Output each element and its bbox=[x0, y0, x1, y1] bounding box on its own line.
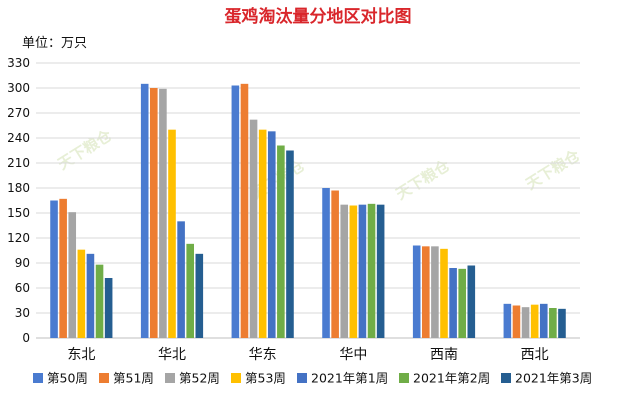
y-tick-label: 30 bbox=[15, 306, 30, 320]
bar bbox=[86, 253, 95, 338]
x-axis: 东北 华北 华东 华中 西南 西北 bbox=[67, 347, 548, 363]
y-tick-label: 180 bbox=[7, 181, 30, 195]
bar bbox=[177, 221, 185, 338]
bar bbox=[195, 253, 204, 338]
chart-title: 蛋鸡淘汰量分地区对比图 bbox=[225, 6, 412, 27]
bar bbox=[77, 249, 86, 338]
legend-swatch bbox=[501, 373, 511, 383]
bar bbox=[512, 305, 521, 338]
legend: 第50周 第51周 第52周 第53周 2021年第1周 2021年第2周 2021年第3周 bbox=[33, 371, 592, 386]
bar bbox=[140, 83, 149, 338]
legend-swatch bbox=[165, 373, 175, 383]
y-axis: 0 30 60 90 120 150 180 210 240 270 300 330 bbox=[7, 56, 30, 345]
y-tick-label: 60 bbox=[15, 281, 30, 295]
bar bbox=[258, 129, 267, 338]
x-tick-label: 东北 bbox=[67, 347, 95, 363]
bars bbox=[50, 83, 566, 339]
legend-label: 第50周 bbox=[47, 371, 88, 386]
bar bbox=[50, 200, 58, 338]
y-tick-label: 150 bbox=[7, 206, 30, 220]
legend-swatch bbox=[231, 373, 241, 383]
legend-swatch bbox=[399, 373, 409, 383]
bar bbox=[412, 245, 421, 338]
bar bbox=[558, 308, 566, 338]
bar bbox=[168, 129, 176, 338]
bar bbox=[539, 303, 548, 338]
bar bbox=[159, 88, 167, 338]
bar bbox=[467, 265, 476, 338]
legend-label: 2021年第1周 bbox=[311, 371, 388, 386]
x-tick-label: 华北 bbox=[158, 347, 186, 363]
bar bbox=[431, 246, 439, 338]
bar bbox=[521, 307, 530, 338]
y-tick-label: 240 bbox=[7, 131, 30, 145]
x-tick-label: 华中 bbox=[339, 347, 367, 363]
x-tick-label: 西南 bbox=[430, 347, 458, 363]
bar bbox=[358, 204, 367, 338]
legend-label: 2021年第3周 bbox=[515, 371, 592, 386]
y-tick-label: 0 bbox=[22, 331, 30, 345]
legend-swatch bbox=[33, 373, 43, 383]
bar bbox=[530, 304, 539, 338]
bar bbox=[422, 246, 430, 338]
legend-label: 2021年第2周 bbox=[413, 371, 490, 386]
bar bbox=[549, 308, 557, 338]
bar bbox=[331, 190, 339, 338]
bar bbox=[231, 85, 240, 338]
x-tick-label: 西北 bbox=[521, 347, 549, 363]
bar bbox=[376, 204, 385, 338]
bar bbox=[458, 268, 466, 338]
bar bbox=[59, 198, 67, 338]
bar bbox=[150, 88, 158, 338]
bar bbox=[267, 131, 276, 338]
legend-label: 第53周 bbox=[245, 371, 286, 386]
x-tick-label: 华东 bbox=[249, 347, 277, 363]
bar bbox=[286, 150, 294, 338]
bar bbox=[503, 303, 512, 338]
bar bbox=[249, 119, 258, 339]
bar bbox=[104, 278, 113, 338]
unit-label: 单位：万只 bbox=[22, 36, 87, 51]
bar bbox=[340, 204, 349, 338]
legend-label: 第52周 bbox=[179, 371, 220, 386]
bar bbox=[68, 212, 77, 338]
bar bbox=[240, 83, 249, 338]
bar bbox=[186, 243, 194, 338]
y-tick-label: 270 bbox=[7, 106, 30, 120]
legend-swatch bbox=[99, 373, 109, 383]
legend-swatch bbox=[297, 373, 307, 383]
y-tick-label: 90 bbox=[15, 256, 30, 270]
bar bbox=[277, 145, 285, 338]
bar bbox=[322, 188, 330, 338]
bar bbox=[95, 264, 104, 338]
y-tick-label: 210 bbox=[7, 156, 30, 170]
bar bbox=[440, 248, 448, 338]
legend-label: 第51周 bbox=[113, 371, 154, 386]
bar bbox=[367, 203, 376, 338]
y-tick-label: 300 bbox=[7, 81, 30, 95]
y-tick-label: 120 bbox=[7, 231, 30, 245]
bar bbox=[349, 205, 358, 338]
bar bbox=[449, 268, 457, 338]
y-tick-label: 330 bbox=[7, 56, 30, 70]
gridlines bbox=[36, 62, 580, 339]
